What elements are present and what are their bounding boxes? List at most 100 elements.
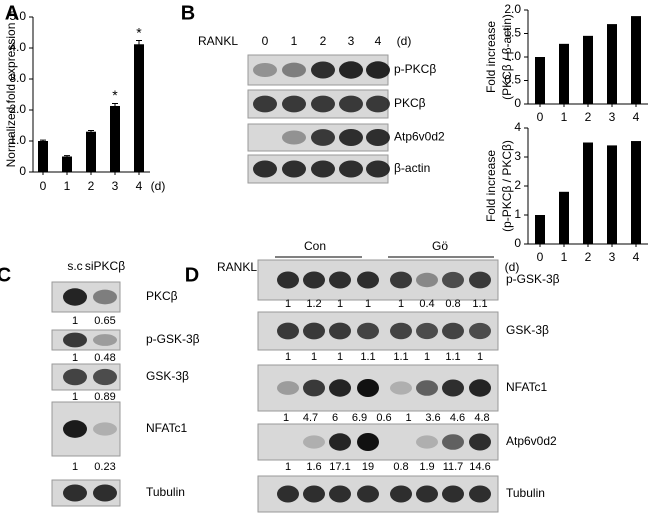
- band: [390, 485, 412, 503]
- x-tick-label: 1: [64, 179, 71, 193]
- quantification: 1: [311, 351, 317, 363]
- band: [366, 160, 390, 178]
- band: [329, 322, 351, 340]
- error-bar: [88, 129, 94, 133]
- stimulus-label: RANKL: [217, 260, 257, 274]
- band: [357, 433, 379, 451]
- quantification: 4.7: [303, 412, 318, 424]
- quantification: 14.6: [469, 461, 490, 473]
- quantification: 0.89: [94, 391, 115, 403]
- error-bar: [64, 155, 70, 158]
- x-tick-label: 1: [561, 110, 568, 124]
- band: [442, 485, 464, 503]
- quantification: 1: [285, 298, 291, 310]
- quantification: 1: [477, 351, 483, 363]
- band: [303, 271, 325, 289]
- blot-label: PKCβ: [146, 289, 178, 303]
- band: [311, 160, 335, 178]
- y-tick-label: 4.0: [9, 40, 26, 54]
- blot-label: GSK-3β: [146, 369, 189, 383]
- y-axis-label: Fold increase: [484, 150, 498, 222]
- bar: [559, 191, 569, 244]
- bar: [535, 215, 545, 244]
- x-unit: (d): [151, 179, 166, 193]
- bar: [631, 141, 641, 244]
- y-axis-label: Fold increase: [484, 21, 498, 93]
- band: [303, 379, 325, 397]
- quantification: 1: [365, 298, 371, 310]
- error-bar: [112, 102, 118, 109]
- blot-label: β-actin: [394, 161, 430, 175]
- bar: [110, 105, 120, 172]
- significance-mark: *: [112, 87, 118, 103]
- quantification: 3.6: [425, 412, 440, 424]
- band: [390, 381, 412, 395]
- x-tick-label: 4: [633, 250, 640, 264]
- quantification: 6.9: [352, 412, 367, 424]
- y-tick-label: 1.0: [504, 49, 521, 63]
- band: [357, 485, 379, 503]
- quantification: 0.8: [393, 461, 408, 473]
- band: [390, 271, 412, 289]
- band: [93, 334, 117, 346]
- y-tick-label: 3: [514, 149, 521, 163]
- quantification: 6: [332, 412, 338, 424]
- blot-label: p-PKCβ: [394, 62, 436, 76]
- blot-label: Tubulin: [146, 485, 185, 499]
- band: [277, 381, 299, 395]
- panel-label: B: [181, 2, 195, 24]
- quantification: 1.1: [445, 351, 460, 363]
- band: [63, 288, 87, 306]
- band: [416, 380, 438, 396]
- band: [416, 435, 438, 449]
- bar: [607, 24, 617, 105]
- band: [442, 379, 464, 397]
- band: [469, 433, 491, 451]
- bar: [631, 16, 641, 104]
- blot-label: Atp6v0d2: [394, 130, 445, 144]
- error-bar: [40, 139, 46, 142]
- unit-label: (d): [397, 34, 412, 48]
- panel-label: C: [0, 264, 11, 286]
- quantification: 11.7: [443, 461, 464, 473]
- bar: [38, 141, 48, 172]
- band: [329, 379, 351, 397]
- x-tick-label: 4: [633, 110, 640, 124]
- band: [311, 61, 335, 79]
- quantification: 1: [285, 461, 291, 473]
- band: [93, 484, 117, 502]
- y-tick-label: 3.0: [9, 71, 26, 85]
- band: [282, 62, 306, 78]
- quantification: 17.1: [329, 461, 350, 473]
- y-tick-label: 0: [19, 164, 26, 178]
- quantification: 4.6: [450, 412, 465, 424]
- quantification: 1: [398, 298, 404, 310]
- quantification: 1.1: [393, 351, 408, 363]
- band: [63, 332, 87, 348]
- band: [253, 95, 277, 113]
- group-label: Con: [304, 239, 326, 253]
- x-tick-label: 2: [585, 250, 592, 264]
- y-tick-label: 2: [514, 178, 521, 192]
- band: [253, 160, 277, 178]
- band: [277, 322, 299, 340]
- band: [366, 61, 390, 79]
- quantification: 0.23: [94, 461, 115, 473]
- band: [63, 420, 87, 438]
- band: [93, 422, 117, 436]
- bar: [86, 131, 96, 172]
- band: [339, 160, 363, 178]
- quantification: 1: [285, 351, 291, 363]
- lane-label: 2: [320, 34, 327, 48]
- quantification: 1: [283, 412, 289, 424]
- band: [63, 368, 87, 386]
- blot-label: NFATc1: [506, 380, 547, 394]
- band: [416, 272, 438, 288]
- band: [277, 485, 299, 503]
- x-tick-label: 0: [537, 110, 544, 124]
- y-tick-label: 4: [514, 120, 521, 134]
- quantification: 1: [337, 351, 343, 363]
- quantification: 1: [72, 391, 78, 403]
